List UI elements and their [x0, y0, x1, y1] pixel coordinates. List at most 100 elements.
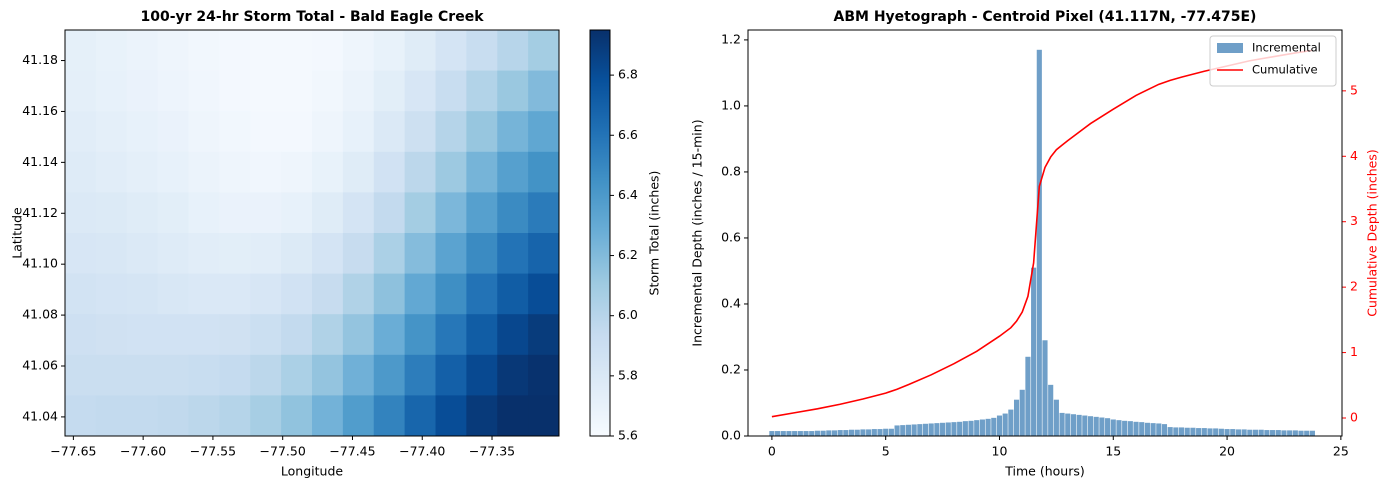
- bar: [1013, 399, 1020, 436]
- heatmap-cell: [250, 192, 282, 234]
- y-tick-label: 1.2: [721, 31, 741, 46]
- heatmap-cell: [373, 233, 406, 275]
- x-tick-label: 20: [1219, 444, 1235, 459]
- heatmap-cell: [157, 30, 189, 72]
- heatmap-cell: [466, 30, 498, 72]
- bar: [1042, 340, 1048, 436]
- heatmap-cell: [342, 30, 375, 72]
- heatmap-cell: [497, 273, 529, 315]
- heatmap-cell: [373, 273, 406, 315]
- bar: [854, 429, 860, 436]
- heatmap-cell: [65, 233, 97, 275]
- heatmap-cell: [528, 70, 560, 112]
- heatmap-cell: [528, 354, 560, 396]
- heatmap-cell: [373, 151, 406, 193]
- y2-tick-label: 0: [1350, 410, 1358, 425]
- heatmap-cell: [373, 30, 406, 72]
- heatmap-cell: [342, 233, 375, 275]
- heatmap-cell: [219, 273, 251, 315]
- bar: [985, 418, 991, 436]
- heatmap-cell: [435, 273, 467, 315]
- bar: [1247, 429, 1253, 436]
- bar: [1224, 429, 1230, 436]
- bar: [1053, 399, 1059, 436]
- bar: [1059, 412, 1065, 436]
- x-axis-label: Time (hours): [1004, 464, 1084, 479]
- heatmap-cell: [95, 111, 128, 153]
- heatmap-cell: [126, 30, 159, 72]
- line: [771, 49, 1313, 418]
- x-tick-label: 15: [1105, 444, 1121, 459]
- bar: [1281, 430, 1287, 436]
- x-tick-label: −77.55: [190, 444, 236, 459]
- heatmap-cell: [157, 233, 189, 275]
- heatmap-cell: [219, 233, 251, 275]
- bar: [1304, 430, 1310, 436]
- bar: [951, 422, 957, 436]
- bar: [1235, 429, 1242, 436]
- heatmap-cell: [404, 354, 436, 396]
- heatmap-cell: [404, 30, 436, 72]
- heatmap-cell: [466, 314, 498, 356]
- heatmap-cell: [65, 273, 97, 315]
- y-tick-label: 41.10: [22, 256, 58, 271]
- heatmap-cell: [157, 395, 189, 437]
- heatmap-cell: [466, 354, 498, 396]
- bar: [860, 429, 866, 436]
- y-tick-label: 41.16: [22, 103, 58, 118]
- y-tick-label: 1.0: [721, 97, 741, 112]
- bar: [792, 431, 798, 436]
- heatmap-cell: [126, 151, 159, 193]
- heatmap-cell: [250, 354, 282, 396]
- bar: [1167, 427, 1173, 436]
- heatmap-cell: [219, 354, 251, 396]
- heatmap-cell: [126, 70, 159, 112]
- heatmap-cell: [281, 30, 313, 72]
- heatmap-cell: [435, 30, 467, 72]
- bar: [979, 419, 985, 436]
- bar: [786, 431, 792, 436]
- y2-tick-label: 6.4: [618, 187, 638, 202]
- heatmap-cell: [65, 314, 97, 356]
- bar: [775, 431, 781, 436]
- heatmap-cell: [250, 395, 282, 437]
- heatmap-cell: [404, 111, 436, 153]
- heatmap-cell: [373, 395, 406, 437]
- bar: [1093, 416, 1099, 436]
- heatmap-cell: [95, 233, 128, 275]
- x-tick-label: 10: [992, 444, 1008, 459]
- bar: [1127, 421, 1133, 436]
- heatmap-cell: [342, 151, 375, 193]
- bar: [1076, 414, 1082, 436]
- y-tick-label: 41.12: [22, 205, 58, 220]
- heatmap-cell: [126, 111, 159, 153]
- y-tick-label: 0.6: [721, 229, 741, 244]
- bar: [780, 431, 786, 436]
- heatmap-cell: [466, 395, 498, 437]
- bar: [1122, 420, 1128, 436]
- heatmap-cell: [342, 395, 375, 437]
- y2-tick-label: 1: [1350, 344, 1358, 359]
- heatmap-cell: [528, 273, 560, 315]
- x-tick-label: 5: [882, 444, 890, 459]
- bar: [848, 429, 855, 436]
- heatmap-cell: [528, 314, 560, 356]
- heatmap-cell: [188, 30, 220, 72]
- heatmap-cell: [312, 273, 344, 315]
- y2-tick-label: 6.0: [618, 307, 638, 322]
- heatmap-cell: [281, 395, 313, 437]
- heatmap-cell: [188, 192, 220, 234]
- bar: [1173, 427, 1179, 436]
- bar: [1264, 430, 1270, 436]
- bar: [945, 422, 951, 436]
- heatmap-cell: [435, 111, 467, 153]
- heatmap-cell: [157, 273, 189, 315]
- bar: [1309, 430, 1315, 436]
- heatmap-cell: [528, 30, 560, 72]
- heatmap-cell: [126, 314, 159, 356]
- heatmap-cell: [312, 151, 344, 193]
- heatmap-cell: [404, 70, 436, 112]
- heatmap-cell: [466, 151, 498, 193]
- bar: [1213, 428, 1219, 436]
- heatmap-cell: [219, 192, 251, 234]
